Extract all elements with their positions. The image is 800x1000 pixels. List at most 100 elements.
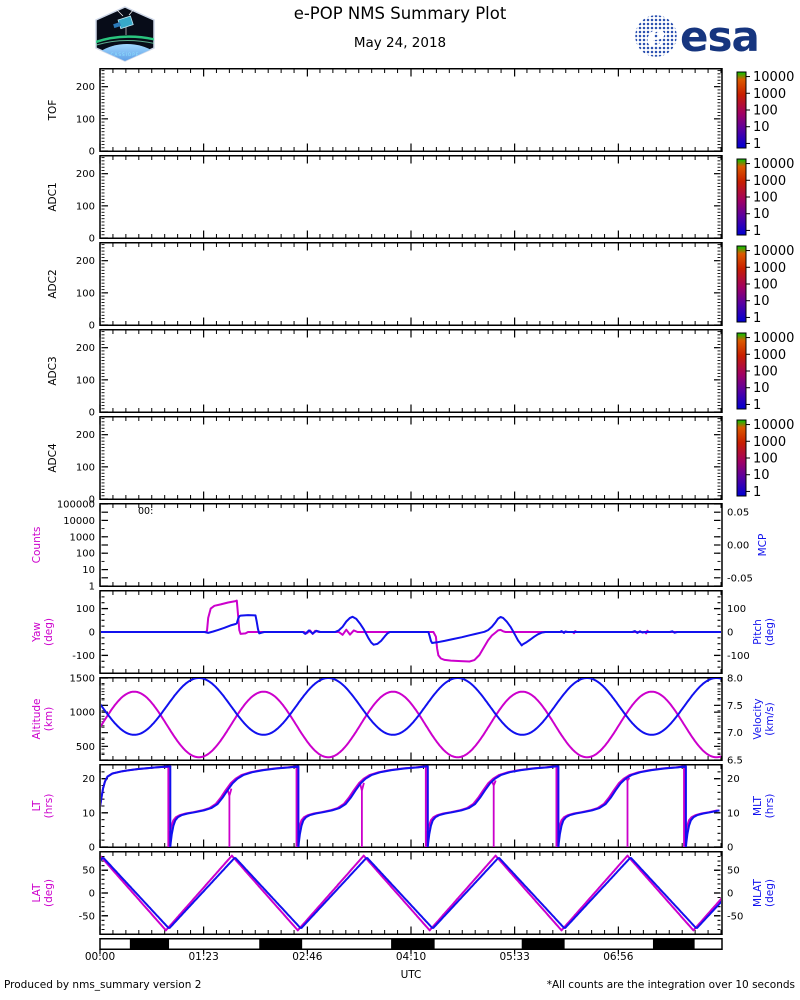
y-tick-label: -50 xyxy=(79,911,95,922)
colorbar-tick-label: 1000 xyxy=(753,174,786,189)
y-tick-label: 10 xyxy=(82,808,95,819)
y-axis-title-left: ADC1 xyxy=(47,182,59,211)
colorbar-tick-label: 1 xyxy=(753,398,761,413)
x-tick-label: 00:00 xyxy=(84,951,116,963)
esa-logo: e esa xyxy=(634,12,760,61)
y-axis-title-left: (hrs) xyxy=(43,794,55,819)
y-axis-title-right: (deg) xyxy=(764,879,776,907)
y-tick-label: 8.0 xyxy=(727,674,743,685)
y-axis-title-left: (deg) xyxy=(43,618,55,646)
colorbar-tick-label: 1 xyxy=(753,137,761,152)
panel-frame xyxy=(99,329,723,413)
y-axis-title-right: (hrs) xyxy=(764,794,776,819)
eclipse-strip xyxy=(99,938,723,954)
patch-aurora-glow xyxy=(96,39,154,47)
y-tick-label: 0 xyxy=(727,889,733,900)
y-tick-label: 0 xyxy=(89,234,95,245)
y-tick-label: 0 xyxy=(89,147,95,158)
y-tick-label: -50 xyxy=(727,911,743,922)
colorbar-tick-label: 1 xyxy=(753,311,761,326)
eclipse-block xyxy=(259,939,303,949)
colorbar-tick-label: 100 xyxy=(753,104,778,119)
y-tick-label: 1000 xyxy=(70,708,95,719)
y-axis-title-right: Velocity xyxy=(752,698,764,739)
series-velocity-line xyxy=(101,678,721,736)
x-tick-label: 02:46 xyxy=(292,951,323,963)
eclipse-block xyxy=(652,939,695,949)
series-lt-pole-spike xyxy=(624,777,631,847)
colorbar-tick-label: 10000 xyxy=(753,331,794,346)
esa-globe-e: e xyxy=(646,19,665,54)
y-tick-label: 6.5 xyxy=(727,756,743,767)
y-tick-label: 100 xyxy=(76,114,95,125)
y-tick-label: 10 xyxy=(82,565,95,576)
y-tick-label: 0.00 xyxy=(727,541,749,552)
y-axis-title-right: MCP xyxy=(757,534,769,557)
y-axis-title-right: MLT xyxy=(752,795,764,815)
y-axis-title-left: (km) xyxy=(43,707,55,732)
panel-counts: 1 10 100 1000 10000 100000 0.05 0.00 -0.05 Counts… xyxy=(31,500,769,593)
footer-producer-note: Produced by nms_summary version 2 xyxy=(4,979,202,991)
y-tick-label: -0.05 xyxy=(727,573,753,584)
y-tick-label: 100 xyxy=(727,604,746,615)
panel-frame xyxy=(99,764,723,848)
colorbar xyxy=(736,245,747,323)
colorbar xyxy=(736,71,747,149)
colorbar-tick-label: 100 xyxy=(753,191,778,206)
colorbar-tick-label: 100 xyxy=(753,452,778,467)
esa-wordmark: esa xyxy=(680,12,759,61)
y-tick-label: 10 xyxy=(727,808,740,819)
panel-frame xyxy=(99,503,723,587)
y-tick-label: 7.5 xyxy=(727,701,743,712)
x-axis-tick-labels: 00:00 01:23 02:46 04:10 05:33 06:56 xyxy=(0,951,800,965)
colorbar-tick-label: 100 xyxy=(753,278,778,293)
y-axis-title-left: Altitude xyxy=(31,698,43,739)
y-axis-title-right: (deg) xyxy=(764,618,776,646)
y-axis-title-left: LT xyxy=(31,800,43,811)
x-tick-label: 06:56 xyxy=(603,951,634,963)
y-tick-label: 200 xyxy=(76,256,95,267)
panel-frame xyxy=(99,677,723,761)
colorbar-tick-label: 10 xyxy=(753,468,770,483)
y-tick-label: 0 xyxy=(727,628,733,639)
y-tick-label: 0 xyxy=(89,495,95,506)
colorbar-tick-label: 10000 xyxy=(753,244,794,259)
y-tick-label: 200 xyxy=(76,82,95,93)
colorbar-tick-label: 10 xyxy=(753,294,770,309)
page-title: e-POP NMS Summary Plot xyxy=(293,4,507,23)
colorbar xyxy=(736,158,747,236)
panel-frame xyxy=(99,851,723,935)
y-tick-label: 200 xyxy=(76,430,95,441)
y-axis-title-right: MLAT xyxy=(752,878,764,907)
patch-aurora-arc xyxy=(96,35,154,45)
y-tick-label: 10000 xyxy=(63,516,95,527)
y-tick-label: 0 xyxy=(89,321,95,332)
y-axis-title-right: (km/s) xyxy=(764,702,776,736)
y-tick-label: 0 xyxy=(89,408,95,419)
y-tick-label: 100 xyxy=(76,549,95,560)
x-tick-label: 05:33 xyxy=(499,951,530,963)
y-tick-label: 200 xyxy=(76,169,95,180)
panel-frame xyxy=(99,590,723,674)
y-tick-label: 0 xyxy=(727,843,733,854)
y-tick-label: 100 xyxy=(76,288,95,299)
y-tick-label: 100 xyxy=(76,375,95,386)
series-mlt-line xyxy=(101,765,720,847)
plot-date: May 24, 2018 xyxy=(353,35,447,51)
eclipse-block xyxy=(391,939,435,949)
colorbar-tick-label: 100 xyxy=(753,365,778,380)
panel-frame xyxy=(99,68,723,152)
series-lt-pole-spike xyxy=(359,782,365,847)
footer-counts-note: *All counts are the integration over 10 … xyxy=(546,979,795,991)
colorbar-tick-label: 10 xyxy=(753,207,770,222)
y-tick-label: 1 xyxy=(89,582,95,593)
x-axis-title: UTC xyxy=(400,969,422,981)
y-axis-title-left: ADC4 xyxy=(47,443,59,473)
series-altitude-line xyxy=(101,690,721,759)
colorbar-tick-label: 10000 xyxy=(753,418,794,433)
y-tick-label: 500 xyxy=(76,742,95,753)
panel-orbit: 500 1000 1500 6.5 7.0 7.5 8.0 Altitude (km) Veloc… xyxy=(31,674,776,767)
y-tick-label: 50 xyxy=(727,866,740,877)
